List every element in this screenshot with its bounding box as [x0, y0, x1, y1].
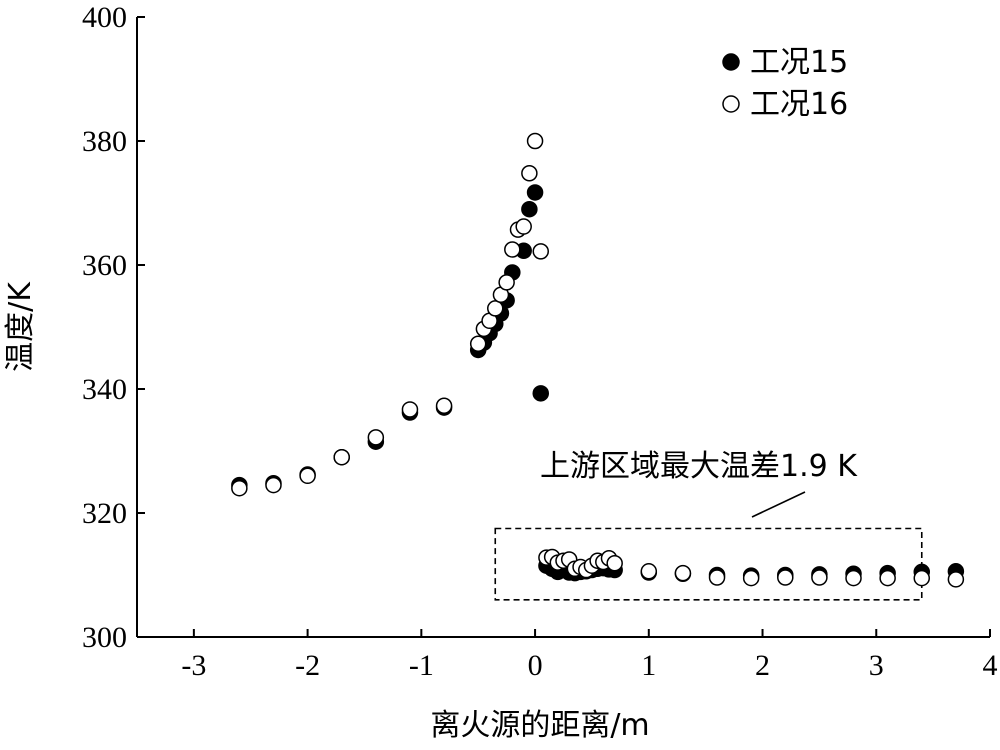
data-point-open	[401, 401, 419, 418]
data-point-open	[487, 300, 504, 317]
data-point-open	[333, 448, 350, 466]
series-gongkuang16	[231, 132, 965, 588]
data-point-open	[265, 476, 282, 494]
data-point-open	[606, 554, 623, 572]
y-tick-label: 360	[82, 249, 127, 282]
data-point-open	[515, 218, 532, 235]
data-point-open	[469, 335, 487, 352]
data-point-open	[947, 571, 965, 588]
x-tick-label: 4	[983, 649, 998, 682]
x-axis-title: 离火源的距离/m	[430, 708, 649, 743]
annotation-text: 上游区域最大温差1.9 K	[540, 449, 858, 484]
y-tick-label: 300	[82, 621, 127, 654]
legend-marker-open	[722, 95, 740, 113]
data-point-open	[640, 563, 658, 580]
x-tick-label: 0	[528, 649, 543, 682]
data-point-open	[777, 569, 794, 586]
y-tick-label: 400	[82, 1, 127, 34]
x-tick-label: -3	[181, 649, 206, 682]
series-gongkuang15	[231, 184, 965, 584]
x-tick-label: 3	[869, 649, 884, 682]
data-point-open	[811, 569, 828, 586]
data-point-open	[532, 243, 550, 260]
data-point-open	[521, 164, 538, 182]
data-point-open	[367, 429, 385, 446]
x-ticks: -3 -2 -1 0 1 2 3 4	[181, 629, 998, 682]
data-point-open	[526, 132, 544, 150]
data-point-open	[498, 274, 515, 291]
data-point-open	[708, 569, 726, 586]
data-point-open	[913, 569, 931, 587]
data-point-filled	[521, 200, 538, 218]
data-point-open	[504, 241, 521, 258]
legend-label-series-1: 工况15	[750, 45, 848, 80]
data-point-open	[845, 569, 862, 587]
y-tick-label: 380	[82, 125, 127, 158]
legend-label-series-2: 工况16	[750, 87, 848, 122]
y-tick-label: 340	[82, 373, 127, 406]
annotation-leader-line	[751, 491, 806, 518]
legend-marker-filled	[722, 53, 740, 71]
legend: 工况15 工况16	[722, 45, 848, 122]
data-point-open	[742, 569, 760, 587]
data-point-open	[299, 467, 316, 485]
data-point-open	[879, 569, 896, 587]
data-point-filled	[532, 385, 550, 402]
x-tick-label: -2	[295, 649, 320, 682]
data-point-open	[231, 479, 248, 497]
data-point-open	[435, 397, 453, 414]
x-tick-label: 1	[641, 649, 656, 682]
y-axis-title: 温度/K	[3, 281, 38, 372]
data-point-open	[674, 564, 692, 582]
data-point-filled	[526, 184, 544, 201]
x-tick-label: -1	[409, 649, 434, 682]
x-tick-label: 2	[755, 649, 770, 682]
y-tick-label: 320	[82, 497, 127, 530]
plot-frame	[136, 17, 990, 638]
y-ticks: 300 320 340 360 380 400	[82, 1, 145, 654]
